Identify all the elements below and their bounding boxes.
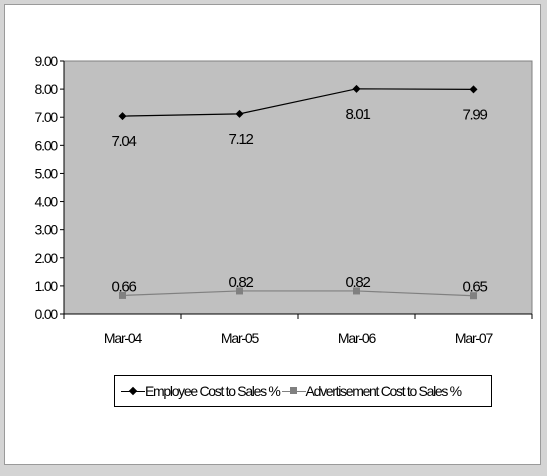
data-point-diamond: [352, 84, 361, 93]
data-label: 0.65: [463, 279, 488, 296]
plot-area: [63, 60, 533, 315]
data-label: 0.82: [229, 274, 254, 291]
legend-key-square: [281, 385, 306, 397]
data-label: 7.12: [229, 131, 254, 148]
y-tick-label: 9.00: [35, 53, 59, 69]
legend-label-employee-cost: Employee Cost to Sales %: [145, 383, 281, 399]
y-tick-label: 3.00: [35, 222, 59, 238]
data-label: 0.66: [112, 278, 137, 295]
chart-legend: Employee Cost to Sales % Advertisement C…: [114, 375, 492, 407]
legend-label-advertisement-cost: Advertisement Cost to Sales %: [305, 383, 463, 399]
series-line: [122, 290, 474, 297]
data-point-square: [236, 287, 243, 295]
y-tick-label: 0.00: [35, 306, 59, 322]
data-label: 7.04: [112, 133, 137, 150]
data-label: 8.01: [346, 106, 371, 123]
data-point-diamond: [118, 112, 127, 121]
y-tick-label: 2.00: [35, 250, 59, 266]
y-tick-label: 8.00: [35, 81, 59, 97]
legend-item-advertisement-cost: Advertisement Cost to Sales %: [281, 383, 463, 399]
line-chart: 0.00 1.00 2.00 3.00 4.00 5.00 6.00 7.00 8.00 9.00…: [35, 53, 533, 346]
data-point-square: [119, 291, 126, 299]
legend-key-diamond: [121, 385, 145, 397]
data-point-diamond: [235, 109, 244, 118]
y-tick-label: 7.00: [35, 109, 59, 125]
legend-item-employee-cost: Employee Cost to Sales %: [121, 383, 281, 399]
data-point-diamond: [469, 85, 478, 94]
chart-panel: 0.00 1.00 2.00 3.00 4.00 5.00 6.00 7.00 8.00 9.00…: [4, 4, 541, 465]
y-tick-label: 5.00: [35, 165, 59, 181]
y-tick-label: 1.00: [35, 278, 59, 294]
data-label: 0.82: [346, 274, 371, 291]
x-tick-label: Mar-04: [104, 330, 143, 346]
series-line: [122, 88, 474, 117]
x-tick-label: Mar-07: [455, 330, 494, 346]
y-tick-label: 4.00: [35, 194, 59, 210]
x-tick-label: Mar-06: [338, 330, 377, 346]
data-label: 7.99: [463, 106, 488, 123]
y-tick-label: 6.00: [35, 137, 59, 153]
x-tick-label: Mar-05: [221, 330, 260, 346]
data-point-square: [353, 287, 360, 295]
data-point-square: [470, 292, 477, 300]
